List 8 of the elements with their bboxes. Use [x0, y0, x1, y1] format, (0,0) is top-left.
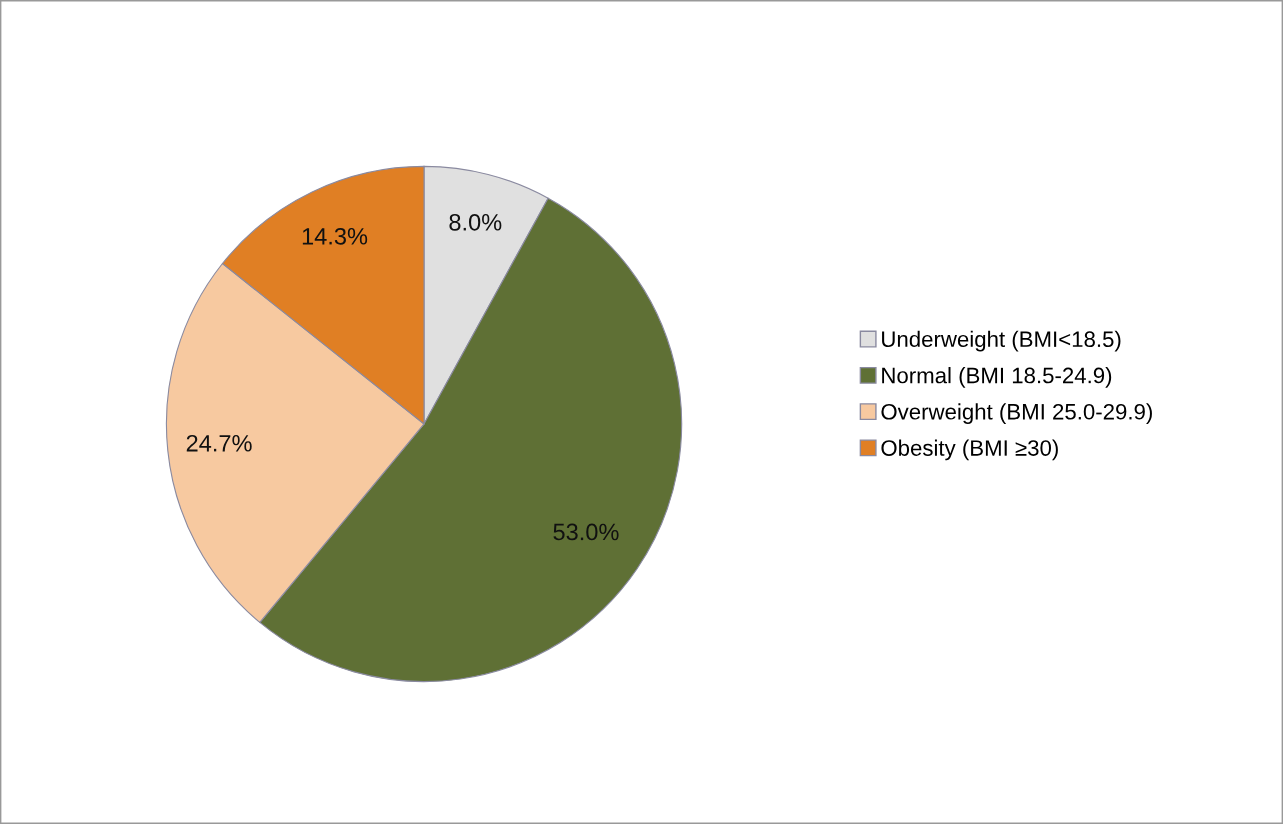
legend-label: Normal (BMI 18.5-24.9) [882, 367, 1112, 388]
data-label: 53.0% [553, 523, 619, 541]
data-label: 24.7% [186, 434, 252, 452]
data-label: 14.3% [302, 227, 368, 245]
data-label: 8.0% [449, 213, 502, 231]
legend-label: Obesity (BMI ≥30) [881, 439, 1058, 461]
legend-label: Overweight (BMI 25.0-29.9) [881, 403, 1152, 425]
legend-label: Underweight (BMI<18.5) [882, 330, 1121, 352]
